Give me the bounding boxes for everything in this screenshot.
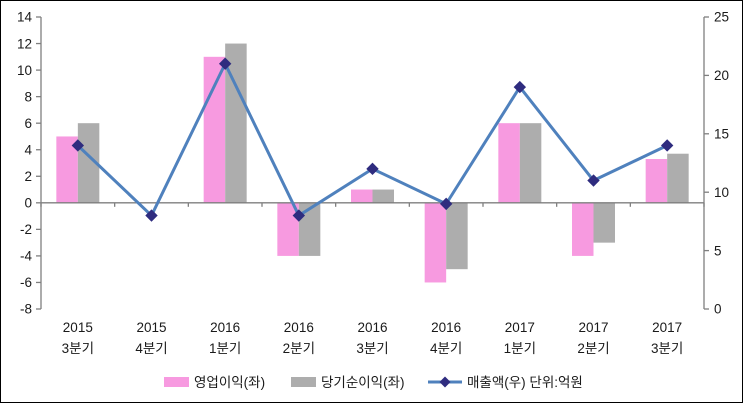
revenue-marker-diamond — [145, 209, 158, 222]
left-axis-tick-label: -2 — [20, 222, 32, 237]
x-axis-label-year: 2017 — [652, 320, 682, 335]
revenue-marker-diamond — [71, 139, 85, 152]
right-axis-tick-label: 0 — [714, 302, 722, 317]
left-axis-tick-label: -6 — [20, 275, 32, 290]
x-axis-label-year: 2015 — [63, 320, 93, 335]
legend-label: 영업이익(좌) — [194, 375, 265, 390]
left-axis-tick-label: -4 — [20, 249, 32, 264]
bar-net-profit — [593, 202, 615, 243]
revenue-marker-diamond — [366, 162, 379, 176]
right-axis-tick-label: 20 — [714, 68, 729, 83]
x-axis-label-quarter: 2분기 — [577, 341, 609, 356]
right-axis-tick-label: 25 — [714, 10, 729, 25]
x-axis-label-year: 2015 — [136, 320, 166, 335]
revenue-marker-diamond — [660, 139, 674, 152]
left-axis-tick-label: 6 — [24, 116, 32, 131]
legend-swatch-net-profit — [291, 377, 316, 387]
bar-operating-profit — [203, 56, 226, 203]
left-axis-tick-label: 10 — [17, 63, 32, 78]
x-axis-label-quarter: 4분기 — [430, 341, 462, 356]
x-axis-label-year: 2016 — [357, 320, 387, 335]
left-axis-tick-label: -8 — [20, 302, 32, 317]
legend-label: 당기순이익(좌) — [321, 375, 405, 390]
revenue-marker-diamond — [587, 174, 600, 187]
bar-operating-profit — [424, 202, 447, 283]
bar-operating-profit — [498, 123, 520, 203]
right-axis-tick-label: 15 — [714, 127, 729, 142]
bar-net-profit — [298, 202, 321, 256]
legend-swatch-operating-profit — [164, 377, 189, 387]
bar-operating-profit — [56, 136, 78, 203]
bar-operating-profit — [351, 189, 373, 203]
x-axis-label-year: 2016 — [431, 320, 461, 335]
revenue-marker-diamond — [218, 57, 232, 70]
revenue-marker-diamond — [513, 80, 527, 94]
x-axis-label-year: 2016 — [284, 320, 314, 335]
left-axis-tick-label: 2 — [24, 169, 32, 184]
left-axis-tick-label: 12 — [17, 36, 32, 51]
legend-marker-diamond — [439, 376, 451, 388]
revenue-marker-diamond — [292, 209, 306, 222]
legend-label: 매출액(우) 단위:억원 — [467, 375, 583, 390]
left-axis-tick-label: 14 — [17, 10, 33, 25]
revenue-marker-diamond — [439, 197, 453, 211]
left-axis-tick-label: 0 — [24, 196, 32, 211]
bar-net-profit — [519, 123, 542, 203]
bar-net-profit — [667, 153, 689, 203]
x-axis-label-quarter: 1분기 — [504, 341, 536, 356]
x-axis-label-quarter: 3분기 — [356, 341, 388, 356]
right-axis-tick-label: 10 — [714, 185, 729, 200]
x-axis-label-quarter: 4분기 — [135, 341, 167, 356]
left-axis-tick-label: 8 — [24, 89, 32, 104]
left-axis-tick-label: 4 — [24, 142, 32, 157]
right-axis-tick-label: 5 — [714, 243, 722, 258]
bar-net-profit — [372, 189, 394, 203]
x-axis-label-quarter: 1분기 — [209, 341, 241, 356]
x-axis-label-year: 2016 — [210, 320, 240, 335]
x-axis-label-quarter: 3분기 — [62, 341, 94, 356]
x-axis-label-quarter: 3분기 — [651, 341, 683, 356]
bar-net-profit — [225, 43, 247, 203]
x-axis-label-quarter: 2분기 — [283, 341, 315, 356]
bar-net-profit — [77, 123, 100, 203]
bar-operating-profit — [645, 159, 668, 203]
x-axis-label-year: 2017 — [505, 320, 535, 335]
bar-net-profit — [446, 202, 468, 270]
bar-operating-profit — [572, 202, 594, 256]
x-axis-label-year: 2017 — [578, 320, 608, 335]
